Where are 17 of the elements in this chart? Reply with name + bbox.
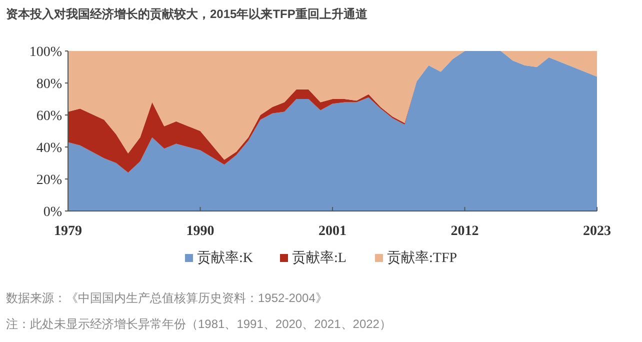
- legend-label: 贡献率:L: [292, 250, 346, 266]
- y-tick-label: 40%: [36, 141, 62, 156]
- y-tick-label: 80%: [36, 77, 62, 92]
- legend-label: 贡献率:K: [197, 250, 253, 266]
- x-tick-label: 1990: [186, 224, 214, 239]
- x-tick-label: 1979: [54, 224, 82, 239]
- y-tick-label: 60%: [36, 109, 62, 124]
- chart-title: 资本投入对我国经济增长的贡献较大，2015年以来TFP重回上升通道: [6, 7, 368, 21]
- y-tick-label: 0%: [43, 205, 62, 220]
- x-tick-label: 2023: [583, 224, 611, 239]
- legend-label: 贡献率:TFP: [387, 250, 458, 266]
- text: 注：此处未显示经济增长异常年份（1981、1991、2020、2021、2022）: [6, 317, 392, 331]
- y-tick-label: 20%: [36, 173, 62, 188]
- x-tick-label: 2012: [450, 224, 479, 239]
- source-note: 数据来源：《中国国内生产总值核算历史资料：1952-2004》: [6, 291, 328, 305]
- y-tick-label: 100%: [29, 45, 62, 60]
- x-tick-label: 2001: [318, 224, 346, 239]
